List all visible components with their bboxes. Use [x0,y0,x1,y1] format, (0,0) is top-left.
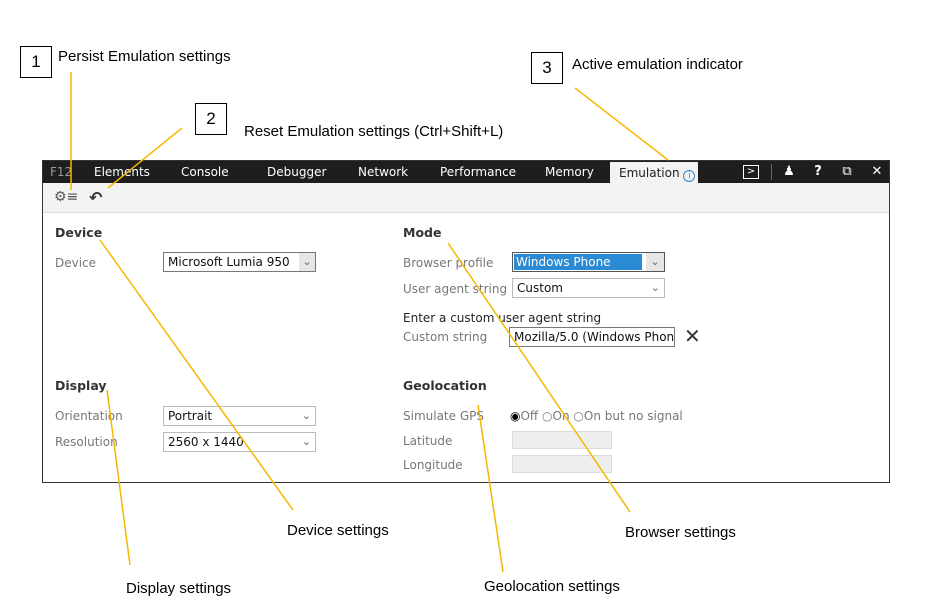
device-label: Device [55,256,97,270]
radio-no-signal[interactable]: ○On but no signal [573,409,683,423]
callout-line-display [106,389,131,566]
callout-reset: Reset Emulation settings (Ctrl+Shift+L) [244,123,504,140]
persist-settings-icon[interactable]: ⚙≡ [54,189,79,205]
callout-line-device [99,239,294,511]
callout-browser: Browser settings [625,524,736,541]
console-icon[interactable]: > [743,165,759,179]
radio-off-label: Off [520,409,539,423]
mode-header: Mode [403,225,442,240]
chevron-down-icon: ⌄ [301,409,311,422]
tab-network[interactable]: Network [358,165,409,179]
callout-number-2: 2 [195,103,227,135]
callout-line-browser [447,242,631,513]
resolution-value: 2560 x 1440 [168,435,244,449]
custom-prompt: Enter a custom user agent string [403,311,602,325]
device-select[interactable]: Microsoft Lumia 950 ⌄ [163,252,316,272]
orientation-select[interactable]: Portrait ⌄ [163,406,316,426]
chevron-down-icon: ⌄ [301,435,311,448]
toolbar: ⚙≡ ↶ [43,183,889,213]
tab-emulation[interactable]: Emulation i [609,161,699,183]
longitude-input[interactable] [512,455,612,473]
callout-geolocation: Geolocation settings [484,578,620,595]
radio-off[interactable]: ◉Off [510,409,539,423]
radio-on-label: On [552,409,570,423]
gps-radio-group: ◉Off ○On ○On but no signal [510,409,683,423]
info-icon: i [683,170,696,182]
geolocation-header: Geolocation [403,378,487,393]
browser-profile-select[interactable]: Windows Phone ⌄ [512,252,665,272]
radio-no-signal-label: On but no signal [583,409,683,423]
callout-persist: Persist Emulation settings [58,48,231,65]
radio-on[interactable]: ○On [542,409,570,423]
callout-device: Device settings [287,522,389,539]
longitude-label: Longitude [403,458,463,472]
tab-memory[interactable]: Memory [545,165,594,179]
tab-console[interactable]: Console [181,165,229,179]
custom-string-label: Custom string [403,330,488,344]
device-value: Microsoft Lumia 950 [168,255,290,269]
reset-icon[interactable]: ↶ [89,188,103,207]
browser-profile-value: Windows Phone [514,254,642,270]
callout-line-3 [574,87,669,161]
orientation-label: Orientation [55,409,123,423]
callout-number-3: 3 [531,52,563,84]
clear-icon[interactable]: ✕ [684,324,701,348]
chevron-down-icon: ⌄ [646,253,664,271]
tab-emulation-label: Emulation [619,166,680,180]
help-icon[interactable]: ? [814,164,822,179]
f12-label: F12 [50,165,73,179]
display-header: Display [55,378,107,393]
tab-bar: F12 Elements Console Debugger Network Pe… [43,161,889,183]
tab-elements[interactable]: Elements [94,165,150,179]
tab-performance[interactable]: Performance [440,165,517,179]
device-header: Device [55,225,103,240]
simulate-gps-label: Simulate GPS [403,409,484,423]
orientation-value: Portrait [168,409,213,423]
callout-line-geolocation [477,404,504,573]
close-icon[interactable]: ✕ [871,164,883,179]
callout-display: Display settings [126,580,232,597]
resolution-label: Resolution [55,435,118,449]
callout-number-1: 1 [20,46,52,78]
ua-select[interactable]: Custom ⌄ [512,278,665,298]
tab-debugger[interactable]: Debugger [267,165,327,179]
divider [771,164,772,180]
chevron-down-icon: ⌄ [650,281,660,294]
devtools-window: F12 Elements Console Debugger Network Pe… [42,160,890,483]
ua-value: Custom [517,281,563,295]
callout-line-2 [107,127,183,189]
latitude-label: Latitude [403,434,453,448]
latitude-input[interactable] [512,431,612,449]
browser-profile-label: Browser profile [403,256,494,270]
custom-string-input[interactable]: Mozilla/5.0 (Windows Phone [509,327,675,347]
resolution-select[interactable]: 2560 x 1440 ⌄ [163,432,316,452]
callout-indicator: Active emulation indicator [572,56,743,73]
undock-icon[interactable]: ⧉ [842,164,852,179]
chevron-down-icon: ⌄ [299,253,315,271]
feedback-icon[interactable]: ♟ [783,164,795,179]
